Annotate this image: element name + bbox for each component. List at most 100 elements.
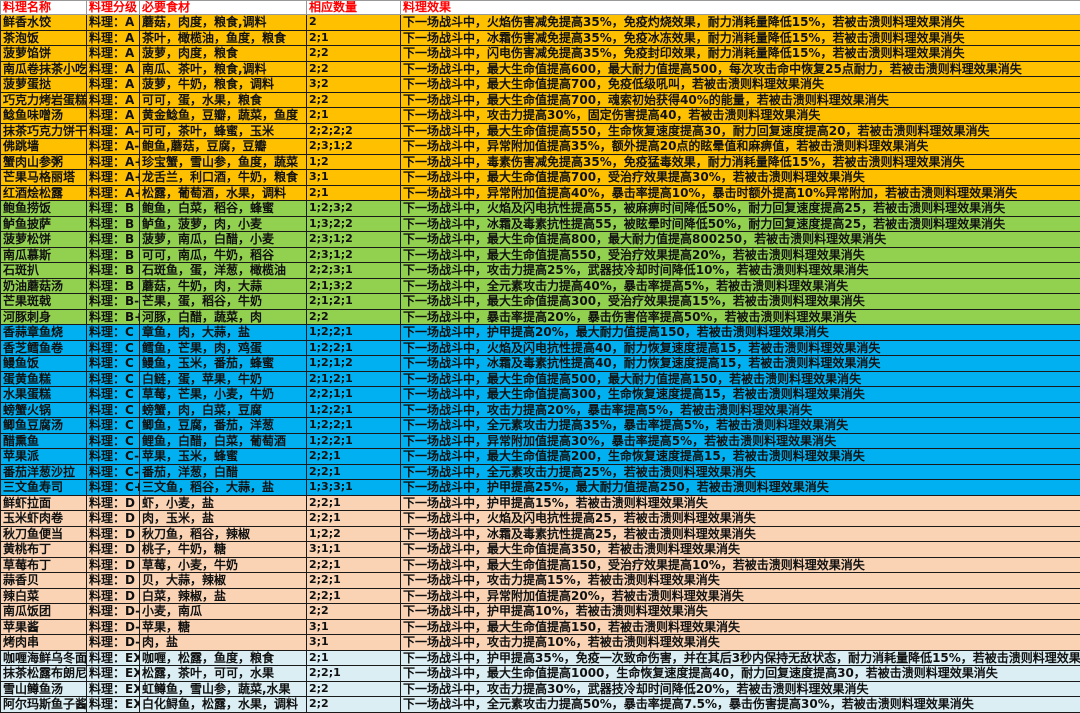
cell-ingredients[interactable]: 可可，蛋，水果，粮食	[139, 91, 307, 108]
cell-name[interactable]: 菠萝蛋挞	[0, 76, 87, 93]
cell-quantity[interactable]: 1;2;3;2	[306, 200, 401, 217]
cell-effect[interactable]: 下一场战斗中，护甲提高25%，最大耐力值提高250，若被击溃则料理效果消失	[400, 479, 1080, 496]
cell-ingredients[interactable]: 鲍鱼，白菜，稻谷，蜂蜜	[139, 200, 307, 217]
cell-ingredients[interactable]: 可可，茶叶，蜂蜜，玉米	[139, 122, 307, 139]
cell-quantity[interactable]: 2;2;1	[306, 572, 401, 589]
cell-quantity[interactable]: 2;2;2;2	[306, 122, 401, 139]
cell-name[interactable]: 秋刀鱼便当	[0, 525, 87, 542]
cell-quantity[interactable]: 1;2;2;1	[306, 324, 401, 341]
cell-grade[interactable]: 料理：EX	[86, 680, 140, 697]
cell-effect[interactable]: 下一场战斗中，最大生命值提高550，生命恢复速度提高30，耐力回复速度提高20，…	[400, 122, 1080, 139]
cell-grade[interactable]: 料理：C+	[86, 479, 140, 496]
cell-quantity[interactable]: 2;1	[306, 29, 401, 46]
cell-name[interactable]: 阿尔玛斯鱼子酱	[0, 696, 87, 713]
cell-quantity[interactable]: 2;3;1;2	[306, 246, 401, 263]
cell-quantity[interactable]: 2;2;1	[306, 463, 401, 480]
cell-name[interactable]: 石斑扒	[0, 262, 87, 279]
cell-grade[interactable]: 料理：D	[86, 587, 140, 604]
cell-name[interactable]: 三文鱼寿司	[0, 479, 87, 496]
cell-quantity[interactable]: 1;3;2;2	[306, 215, 401, 232]
cell-grade[interactable]: 料理：D	[86, 572, 140, 589]
cell-quantity[interactable]: 2;1	[306, 649, 401, 666]
cell-ingredients[interactable]: 南瓜、茶叶，粮食,调料	[139, 60, 307, 77]
cell-quantity[interactable]: 2;2;1;1	[306, 386, 401, 403]
cell-ingredients[interactable]: 肉，玉米，盐	[139, 510, 307, 527]
cell-name[interactable]: 苹果酱	[0, 618, 87, 635]
cell-effect[interactable]: 下一场战斗中，最大生命值提高300，生命恢复速度提高15，若被击溃则料理效果消失	[400, 386, 1080, 403]
cell-name[interactable]: 烤肉串	[0, 634, 87, 651]
cell-name[interactable]: 鲜虾拉面	[0, 494, 87, 511]
cell-name[interactable]: 茶泡饭	[0, 29, 87, 46]
cell-quantity[interactable]: 1;2;2;1	[306, 401, 401, 418]
cell-quantity[interactable]: 3;1	[306, 634, 401, 651]
cell-effect[interactable]: 下一场战斗中，护甲提高20%，最大耐力值提高150，若被击溃则料理效果消失	[400, 324, 1080, 341]
cell-effect[interactable]: 下一场战斗中，最大生命值提高550，受治疗效果提高20%，若被击溃则料理效果消失	[400, 246, 1080, 263]
cell-effect[interactable]: 下一场战斗中，攻击力提高25%，武器技冷却时间降低10%，若被击溃则料理效果消失	[400, 262, 1080, 279]
cell-quantity[interactable]: 2;3;1;2	[306, 231, 401, 248]
cell-grade[interactable]: 料理：A	[86, 107, 140, 124]
cell-quantity[interactable]: 2;2	[306, 680, 401, 697]
cell-name[interactable]: 南瓜慕斯	[0, 246, 87, 263]
cell-effect[interactable]: 下一场战斗中，全元素攻击力提高50%，暴击率提高7.5%，暴击伤害提高30%，若…	[400, 696, 1080, 713]
cell-name[interactable]: 黄桃布丁	[0, 541, 87, 558]
cell-name[interactable]: 苹果派	[0, 448, 87, 465]
cell-name[interactable]: 芒果斑戟	[0, 293, 87, 310]
cell-grade[interactable]: 料理：D	[86, 556, 140, 573]
cell-ingredients[interactable]: 肉，盐	[139, 634, 307, 651]
cell-quantity[interactable]: 3;2	[306, 76, 401, 93]
cell-name[interactable]: 蒜香贝	[0, 572, 87, 589]
cell-name[interactable]: 辣白菜	[0, 587, 87, 604]
cell-name[interactable]: 草莓布丁	[0, 556, 87, 573]
cell-ingredients[interactable]: 小麦，南瓜	[139, 603, 307, 620]
cell-ingredients[interactable]: 可可，南瓜，牛奶，稻谷	[139, 246, 307, 263]
cell-name[interactable]: 醋熏鱼	[0, 432, 87, 449]
cell-effect[interactable]: 下一场战斗中，最大生命值提高1000，生命恢复速度提高40，耐力回复速度提高30…	[400, 665, 1080, 682]
cell-ingredients[interactable]: 蘑菇，牛奶，肉，大蒜	[139, 277, 307, 294]
cell-ingredients[interactable]: 白菜，辣椒，盐	[139, 587, 307, 604]
cell-name[interactable]: 巧克力烤岩蛋糕	[0, 91, 87, 108]
cell-grade[interactable]: 料理：C	[86, 417, 140, 434]
cell-quantity[interactable]: 1;2;2;1	[306, 432, 401, 449]
cell-ingredients[interactable]: 秋刀鱼，稻谷，辣椒	[139, 525, 307, 542]
cell-grade[interactable]: 料理：B+	[86, 308, 140, 325]
cell-ingredients[interactable]: 鲈鱼，菠萝，肉，小麦	[139, 215, 307, 232]
cell-ingredients[interactable]: 虾，小麦，盐	[139, 494, 307, 511]
cell-grade[interactable]: 料理：C	[86, 386, 140, 403]
cell-name[interactable]: 佛跳墙	[0, 138, 87, 155]
cell-quantity[interactable]: 1;2;2;1	[306, 417, 401, 434]
cell-effect[interactable]: 下一场战斗中，最大生命值提高700，受治疗效果提高30%，若被击溃则料理效果消失	[400, 169, 1080, 186]
cell-grade[interactable]: 料理：C	[86, 339, 140, 356]
cell-grade[interactable]: 料理：D-	[86, 603, 140, 620]
cell-effect[interactable]: 下一场战斗中，火焰伤害减免提高35%，免疫灼烧效果，耐力消耗量降低15%，若被击…	[400, 14, 1080, 31]
cell-grade[interactable]: 料理：D	[86, 541, 140, 558]
cell-name[interactable]: 雪山鳟鱼汤	[0, 680, 87, 697]
cell-ingredients[interactable]: 河豚，白醋，蔬菜，肉	[139, 308, 307, 325]
cell-effect[interactable]: 下一场战斗中，全元素攻击力提高40%，暴击率提高5%，若被击溃则料理效果消失	[400, 277, 1080, 294]
cell-name[interactable]: 芒果马格丽塔	[0, 169, 87, 186]
cell-grade[interactable]: 料理：C	[86, 401, 140, 418]
cell-grade[interactable]: 料理：C	[86, 355, 140, 372]
cell-effect[interactable]: 下一场战斗中，最大生命值提高500，最大耐力值提高150，若被击溃则料理效果消失	[400, 370, 1080, 387]
cell-ingredients[interactable]: 番茄，洋葱，白醋	[139, 463, 307, 480]
cell-effect[interactable]: 下一场战斗中，最大生命值提高300，受治疗效果提高15%，若被击溃则料理效果消失	[400, 293, 1080, 310]
cell-quantity[interactable]: 2;1	[306, 184, 401, 201]
cell-quantity[interactable]: 2;2;1	[306, 494, 401, 511]
cell-ingredients[interactable]: 三文鱼，稻谷，大蒜，盐	[139, 479, 307, 496]
cell-name[interactable]: 菠萝松饼	[0, 231, 87, 248]
cell-ingredients[interactable]: 珍宝蟹，雪山参，鱼度，蔬菜	[139, 153, 307, 170]
cell-ingredients[interactable]: 茶叶，橄榄油，鱼度，粮食	[139, 29, 307, 46]
cell-quantity[interactable]: 2;2;3;1	[306, 262, 401, 279]
cell-quantity[interactable]: 2;2;1	[306, 448, 401, 465]
cell-grade[interactable]: 料理：B	[86, 262, 140, 279]
cell-effect[interactable]: 下一场战斗中，最大生命值提高700，魂索初始获得40%的能量，若被击溃则料理效果…	[400, 91, 1080, 108]
cell-name[interactable]: 螃蟹火锅	[0, 401, 87, 418]
cell-name[interactable]: 玉米虾肉卷	[0, 510, 87, 527]
cell-effect[interactable]: 下一场战斗中，火焰及闪电抗性提高55，被麻痹时间降低50%，耐力回复速度提高25…	[400, 200, 1080, 217]
cell-ingredients[interactable]: 菠萝，肉度，粮食	[139, 45, 307, 62]
cell-grade[interactable]: 料理：D	[86, 510, 140, 527]
cell-grade[interactable]: 料理：EX	[86, 649, 140, 666]
cell-name[interactable]: 菠萝馅饼	[0, 45, 87, 62]
cell-name[interactable]: 蟹肉山参粥	[0, 153, 87, 170]
cell-ingredients[interactable]: 虹鳟鱼，雪山参，蔬菜,水果	[139, 680, 307, 697]
cell-quantity[interactable]: 2;2	[306, 696, 401, 713]
